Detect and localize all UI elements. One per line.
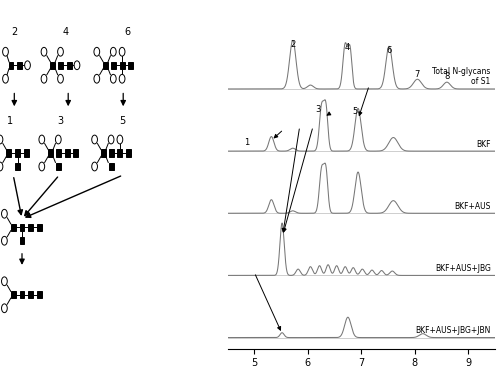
Bar xyxy=(20,237,24,244)
Circle shape xyxy=(117,135,123,144)
Bar xyxy=(15,149,20,157)
Circle shape xyxy=(92,162,98,171)
Bar xyxy=(50,62,55,69)
Circle shape xyxy=(2,277,8,286)
Bar xyxy=(103,62,108,69)
Circle shape xyxy=(0,135,3,144)
Bar xyxy=(67,62,71,69)
Circle shape xyxy=(2,209,8,218)
Circle shape xyxy=(39,135,44,144)
Bar xyxy=(108,163,114,170)
Circle shape xyxy=(24,61,30,70)
Circle shape xyxy=(119,47,125,56)
Bar xyxy=(56,163,60,170)
Circle shape xyxy=(0,162,3,171)
Circle shape xyxy=(2,47,8,56)
Circle shape xyxy=(58,74,64,83)
Bar xyxy=(37,291,42,298)
Bar xyxy=(20,291,24,298)
Circle shape xyxy=(110,47,116,56)
Circle shape xyxy=(110,74,116,83)
Bar xyxy=(28,224,33,231)
Circle shape xyxy=(94,47,100,56)
Text: BKF+AUS: BKF+AUS xyxy=(454,202,490,211)
Text: 2: 2 xyxy=(11,27,18,37)
Text: 5: 5 xyxy=(352,106,358,116)
Bar xyxy=(24,149,29,157)
Bar xyxy=(111,62,116,69)
Bar xyxy=(108,149,114,157)
Circle shape xyxy=(92,135,98,144)
Bar xyxy=(101,149,106,157)
Circle shape xyxy=(108,135,114,144)
Text: 2: 2 xyxy=(290,40,296,49)
Bar xyxy=(118,149,122,157)
Bar xyxy=(18,62,22,69)
Bar xyxy=(120,62,124,69)
Text: 5: 5 xyxy=(119,116,125,126)
Text: BKF: BKF xyxy=(476,140,490,148)
Circle shape xyxy=(2,236,8,245)
Circle shape xyxy=(74,61,80,70)
Circle shape xyxy=(2,74,8,83)
Circle shape xyxy=(58,47,64,56)
Bar xyxy=(58,62,63,69)
Text: 3: 3 xyxy=(58,116,64,126)
Text: 1: 1 xyxy=(7,116,13,126)
Bar xyxy=(8,62,14,69)
Circle shape xyxy=(94,74,100,83)
Text: 7: 7 xyxy=(414,70,420,80)
Text: Total N-glycans
of S1: Total N-glycans of S1 xyxy=(432,67,490,87)
Text: 6: 6 xyxy=(386,46,392,55)
Text: 4: 4 xyxy=(63,27,69,37)
Bar xyxy=(48,149,53,157)
Bar xyxy=(28,291,33,298)
Bar xyxy=(128,62,134,69)
Text: 4: 4 xyxy=(344,43,350,52)
Bar xyxy=(11,224,16,231)
Bar xyxy=(15,163,20,170)
Circle shape xyxy=(41,74,47,83)
Text: BKF+AUS+JBG: BKF+AUS+JBG xyxy=(435,264,490,273)
Text: 3: 3 xyxy=(316,105,321,114)
Bar xyxy=(37,224,42,231)
Circle shape xyxy=(41,47,47,56)
Circle shape xyxy=(119,74,125,83)
Text: BKF+AUS+JBG+JBN: BKF+AUS+JBG+JBN xyxy=(416,326,490,335)
Circle shape xyxy=(56,135,61,144)
Text: 8: 8 xyxy=(444,72,450,81)
Circle shape xyxy=(39,162,44,171)
Bar xyxy=(11,291,16,298)
Bar xyxy=(74,149,78,157)
Text: 6: 6 xyxy=(124,27,130,37)
Bar xyxy=(126,149,131,157)
Bar xyxy=(64,149,70,157)
Text: 1: 1 xyxy=(244,138,249,147)
Bar xyxy=(56,149,60,157)
Bar xyxy=(20,224,24,231)
Bar xyxy=(6,149,11,157)
Circle shape xyxy=(2,304,8,313)
